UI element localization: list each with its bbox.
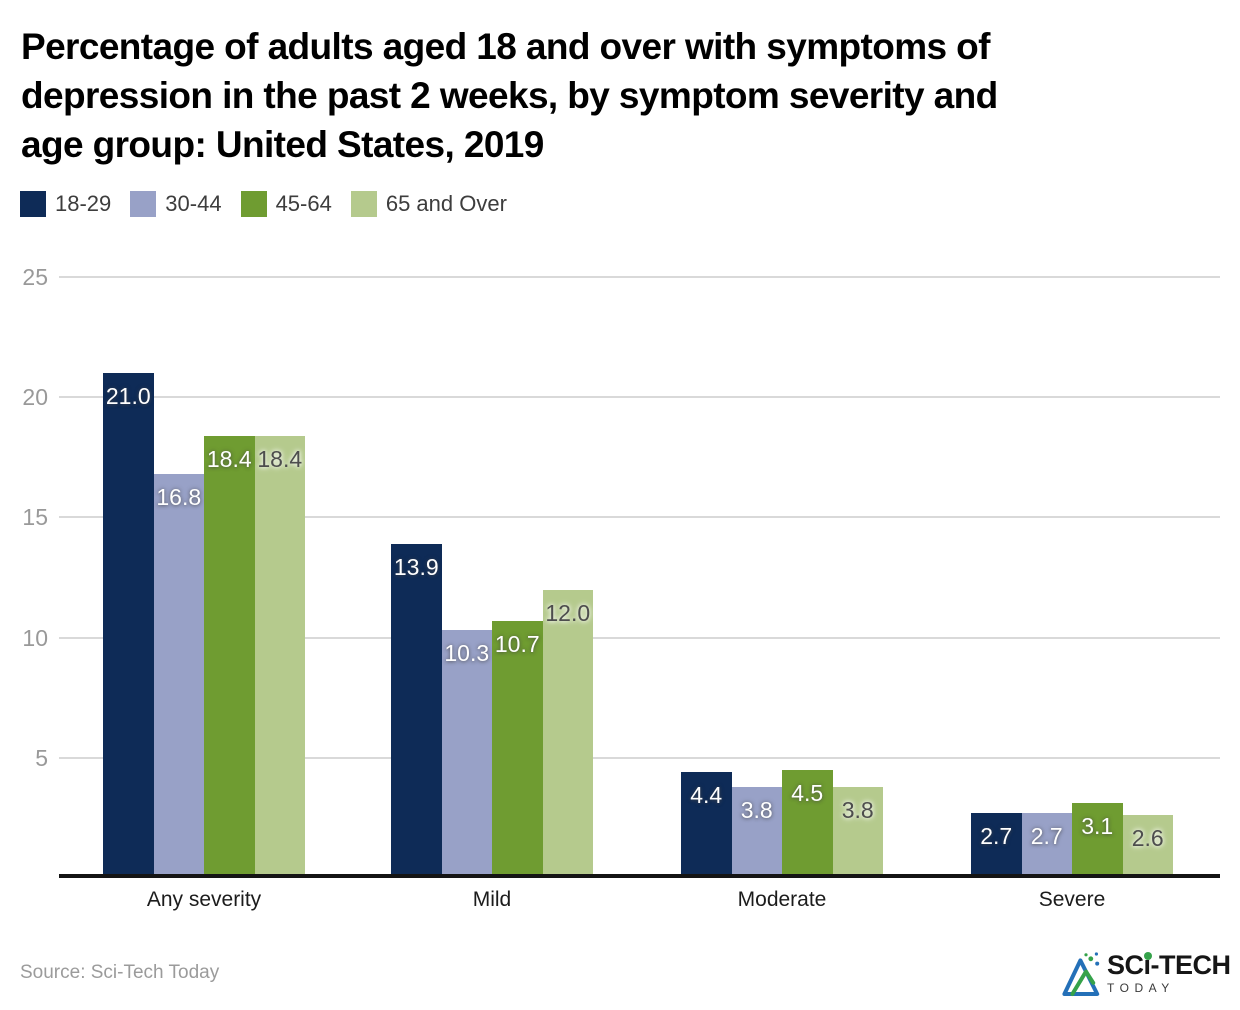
chart-title: Percentage of adults aged 18 and over wi… — [21, 22, 998, 169]
source-note: Source: Sci-Tech Today — [20, 962, 220, 983]
bar-value-label: 4.5 — [791, 779, 824, 806]
logo-subtext: TODAY — [1107, 981, 1175, 995]
y-tick-label: 5 — [35, 744, 48, 771]
gridline — [59, 756, 1220, 759]
legend-label: 45-64 — [275, 191, 332, 216]
bar-value-label: 18.4 — [206, 445, 252, 472]
legend-swatch — [240, 191, 267, 217]
bar — [204, 435, 255, 878]
gridline — [59, 396, 1220, 399]
x-axis-label: Moderate — [737, 888, 827, 911]
bar — [492, 620, 543, 878]
bar — [681, 772, 732, 878]
bar-value-label: 4.4 — [690, 782, 723, 809]
bar-value-label: 3.8 — [740, 796, 773, 823]
legend: 18-29 30-44 45-64 65 and Over — [20, 191, 507, 217]
chart-title-line: Percentage of adults aged 18 and over wi… — [21, 26, 991, 67]
bar — [254, 435, 305, 878]
bar — [391, 543, 442, 878]
chart-title-line: age group: United States, 2019 — [21, 124, 544, 165]
chart-title-line: depression in the past 2 weeks, by sympt… — [21, 75, 998, 116]
bar-value-label: 13.9 — [393, 553, 439, 580]
bar-value-label: 2.6 — [1131, 825, 1164, 852]
legend-item: 18-29 — [20, 191, 111, 217]
bar-value-label: 16.8 — [156, 484, 202, 511]
y-tick-label: 15 — [22, 504, 48, 531]
bar-value-label: 3.8 — [841, 796, 874, 823]
y-tick-label: 20 — [22, 384, 48, 411]
bar-value-label: 10.3 — [444, 640, 490, 667]
bar — [782, 769, 833, 878]
x-axis-label: Severe — [1038, 888, 1106, 911]
y-tick-label: 10 — [22, 624, 48, 651]
bar-value-label: 3.1 — [1081, 813, 1114, 840]
bar — [542, 589, 593, 878]
logo-i-dot-icon — [1144, 952, 1152, 960]
bar — [1072, 803, 1123, 878]
x-axis-label: Any severity — [146, 888, 262, 911]
bar — [1122, 815, 1173, 878]
bar-value-label: 21.0 — [105, 383, 151, 410]
sci-tech-logo: SCi-TECH TODAY — [1062, 950, 1231, 998]
bar-value-label: 18.4 — [257, 445, 303, 472]
legend-swatch — [130, 191, 157, 217]
legend-swatch — [350, 191, 377, 217]
bar-value-label: 10.7 — [494, 630, 540, 657]
legend-swatch — [20, 191, 46, 217]
gridline — [59, 516, 1220, 519]
logo-wordmark: SCi-TECH — [1107, 950, 1231, 980]
bar-value-label: 2.7 — [1030, 823, 1063, 850]
sci-tech-logo-mark — [1062, 952, 1100, 996]
bar — [103, 373, 154, 878]
bar — [731, 786, 782, 878]
legend-item: 30-44 — [130, 191, 222, 217]
bar — [971, 813, 1022, 878]
legend-item: 45-64 — [240, 191, 332, 217]
logo-text: SCi-TECH TODAY — [1107, 950, 1231, 995]
gridline — [59, 276, 1220, 278]
bar — [153, 474, 204, 878]
y-tick-label: 25 — [22, 264, 48, 290]
gridline — [59, 636, 1220, 639]
legend-label: 30-44 — [165, 191, 222, 216]
x-axis-label: Mild — [472, 888, 512, 911]
x-axis-line — [59, 874, 1220, 878]
bar — [1021, 813, 1072, 878]
legend-item: 65 and Over — [350, 191, 507, 217]
legend-label: 18-29 — [55, 191, 112, 216]
bar — [832, 786, 883, 878]
bar-value-label: 2.7 — [980, 823, 1013, 850]
bar-value-label: 12.0 — [545, 599, 591, 626]
legend-label: 65 and Over — [385, 191, 507, 216]
bar — [441, 630, 492, 878]
